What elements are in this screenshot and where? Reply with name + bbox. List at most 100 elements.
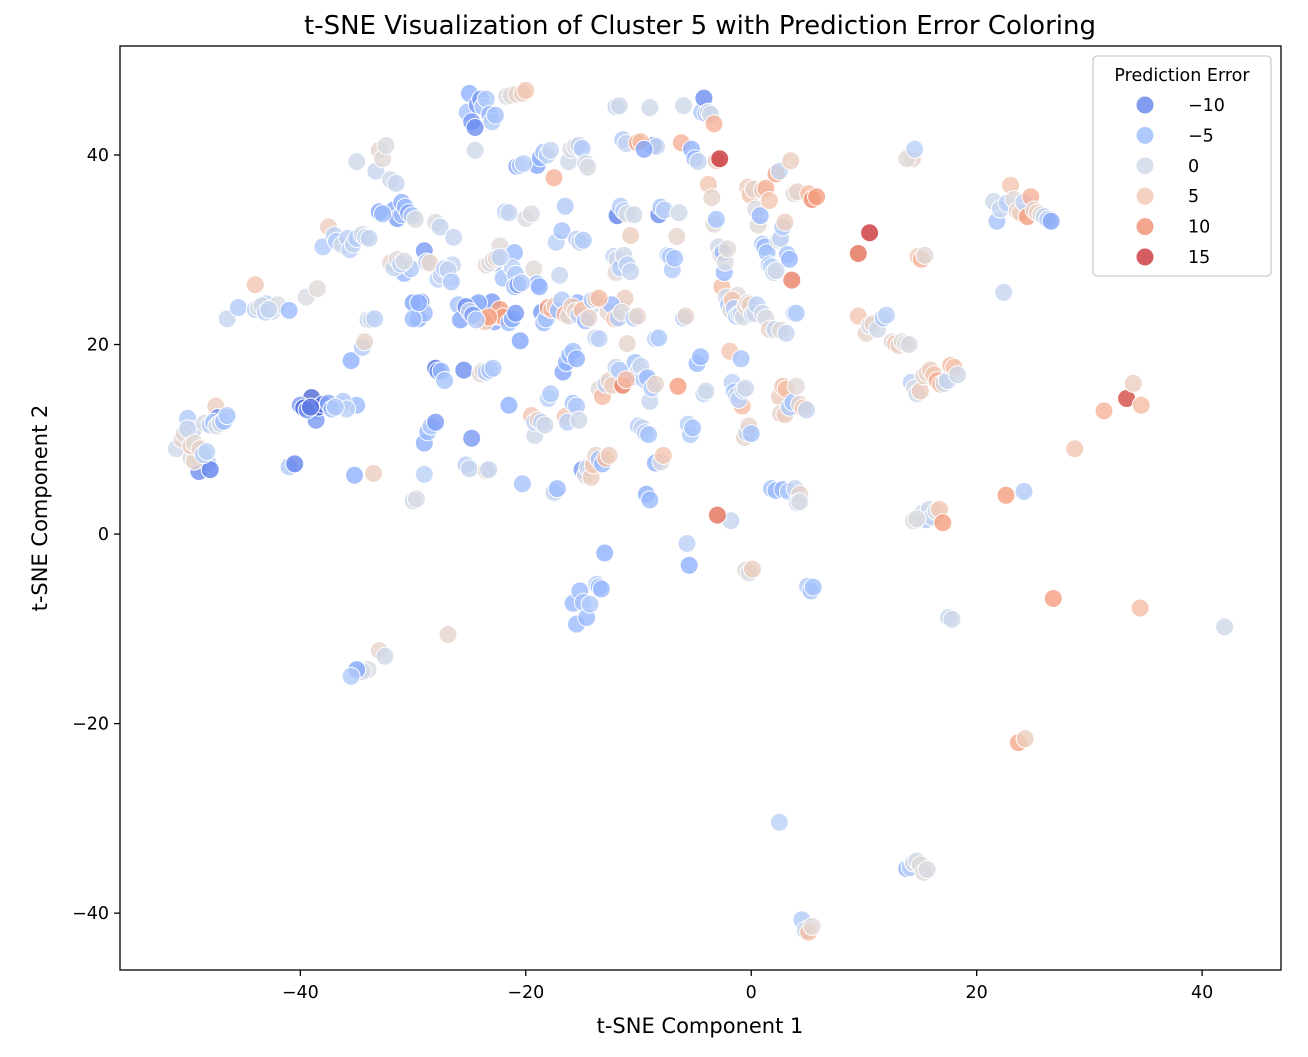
y-tick-label: −40 — [72, 904, 109, 924]
scatter-point — [702, 188, 722, 208]
scatter-point — [769, 812, 789, 832]
scatter-point — [580, 594, 600, 614]
chart-title: t-SNE Visualization of Cluster 5 with Pr… — [304, 11, 1096, 41]
scatter-point — [786, 303, 806, 323]
scatter-point — [521, 204, 541, 224]
scatter-point — [552, 221, 572, 241]
scatter-point — [217, 309, 237, 329]
x-axis-ticks: −40 −20 0 20 40 — [282, 970, 1213, 1003]
scatter-point — [1094, 401, 1114, 421]
scatter-point — [742, 559, 762, 579]
scatter-point — [645, 374, 665, 394]
scatter-point — [621, 226, 641, 245]
scatter-point — [667, 227, 687, 246]
scatter-point — [649, 328, 669, 348]
scatter-point — [499, 203, 519, 223]
scatter-point — [718, 239, 738, 259]
scatter-point — [301, 397, 320, 417]
scatter-point — [516, 81, 536, 100]
scatter-point — [634, 139, 654, 159]
scatter-point — [860, 223, 880, 243]
y-tick-label: 40 — [87, 146, 109, 166]
scatter-point — [589, 288, 609, 308]
scatter-point — [438, 625, 458, 644]
scatter-point — [775, 212, 795, 232]
scatter-point — [599, 445, 619, 465]
scatter-point — [550, 265, 570, 285]
scatter-point — [624, 205, 644, 225]
scatter-point — [541, 384, 561, 404]
scatter-point — [1041, 211, 1061, 231]
scatter-point — [403, 309, 423, 329]
scatter-point — [759, 191, 779, 210]
scatter-points — [166, 81, 1235, 942]
x-tick-label: −40 — [282, 983, 319, 1003]
scatter-point — [627, 306, 647, 326]
scatter-point — [994, 282, 1014, 302]
scatter-point — [948, 365, 967, 385]
legend-title: Prediction Error — [1114, 66, 1250, 86]
scatter-point — [245, 275, 265, 295]
scatter-point — [786, 376, 806, 396]
y-tick-label: 0 — [98, 525, 109, 545]
scatter-point — [1131, 395, 1151, 415]
scatter-point — [485, 105, 505, 125]
legend-label: 15 — [1188, 248, 1210, 268]
legend-label: 0 — [1188, 157, 1199, 177]
scatter-point — [782, 270, 802, 290]
scatter-point — [430, 217, 450, 237]
scatter-point — [617, 334, 637, 354]
scatter-point — [394, 251, 414, 271]
scatter-point — [677, 534, 697, 553]
scatter-point — [1215, 617, 1235, 637]
scatter-point — [707, 505, 727, 525]
legend-marker — [1135, 125, 1155, 145]
scatter-point — [510, 331, 530, 351]
scatter-point — [579, 308, 599, 328]
scatter-point — [706, 209, 726, 229]
scatter-point — [373, 204, 393, 224]
scatter-point — [259, 300, 279, 319]
scatter-point — [848, 244, 868, 263]
legend-entries: −10 −5 0 5 10 15 — [1135, 95, 1225, 268]
legend-marker — [1135, 156, 1155, 176]
scatter-point — [915, 245, 935, 265]
legend-marker — [1135, 247, 1155, 267]
scatter-point — [285, 454, 305, 474]
scatter-point — [426, 412, 446, 432]
scatter-point — [541, 140, 561, 160]
scatter-point — [750, 206, 770, 226]
scatter-point — [414, 464, 434, 484]
scatter-point — [696, 381, 716, 401]
scatter-point — [547, 479, 567, 499]
scatter-point — [512, 474, 532, 494]
scatter-point — [609, 96, 629, 116]
scatter-point — [807, 187, 827, 207]
scatter-point — [307, 279, 327, 299]
scatter-point — [544, 168, 564, 188]
scatter-point — [567, 349, 586, 369]
scatter-point — [621, 262, 641, 282]
scatter-point — [668, 376, 688, 396]
scatter-point — [679, 555, 699, 575]
scatter-point — [197, 442, 217, 462]
scatter-point — [1130, 598, 1150, 618]
scatter-point — [465, 118, 485, 137]
y-axis-label: t-SNE Component 2 — [28, 405, 52, 612]
scatter-point — [228, 298, 248, 318]
legend: Prediction Error −10 −5 0 5 10 15 — [1092, 55, 1272, 277]
x-tick-label: 0 — [746, 983, 757, 1003]
legend-marker — [1135, 217, 1155, 237]
scatter-point — [341, 351, 361, 371]
scatter-point — [511, 273, 531, 293]
plot-area-frame — [119, 45, 1282, 971]
scatter-point — [217, 406, 237, 426]
scatter-point — [905, 139, 925, 159]
scatter-point — [479, 460, 499, 480]
x-tick-label: 40 — [1191, 983, 1213, 1003]
legend-label: 5 — [1188, 187, 1199, 207]
scatter-point — [341, 666, 361, 686]
scatter-point — [790, 492, 810, 512]
